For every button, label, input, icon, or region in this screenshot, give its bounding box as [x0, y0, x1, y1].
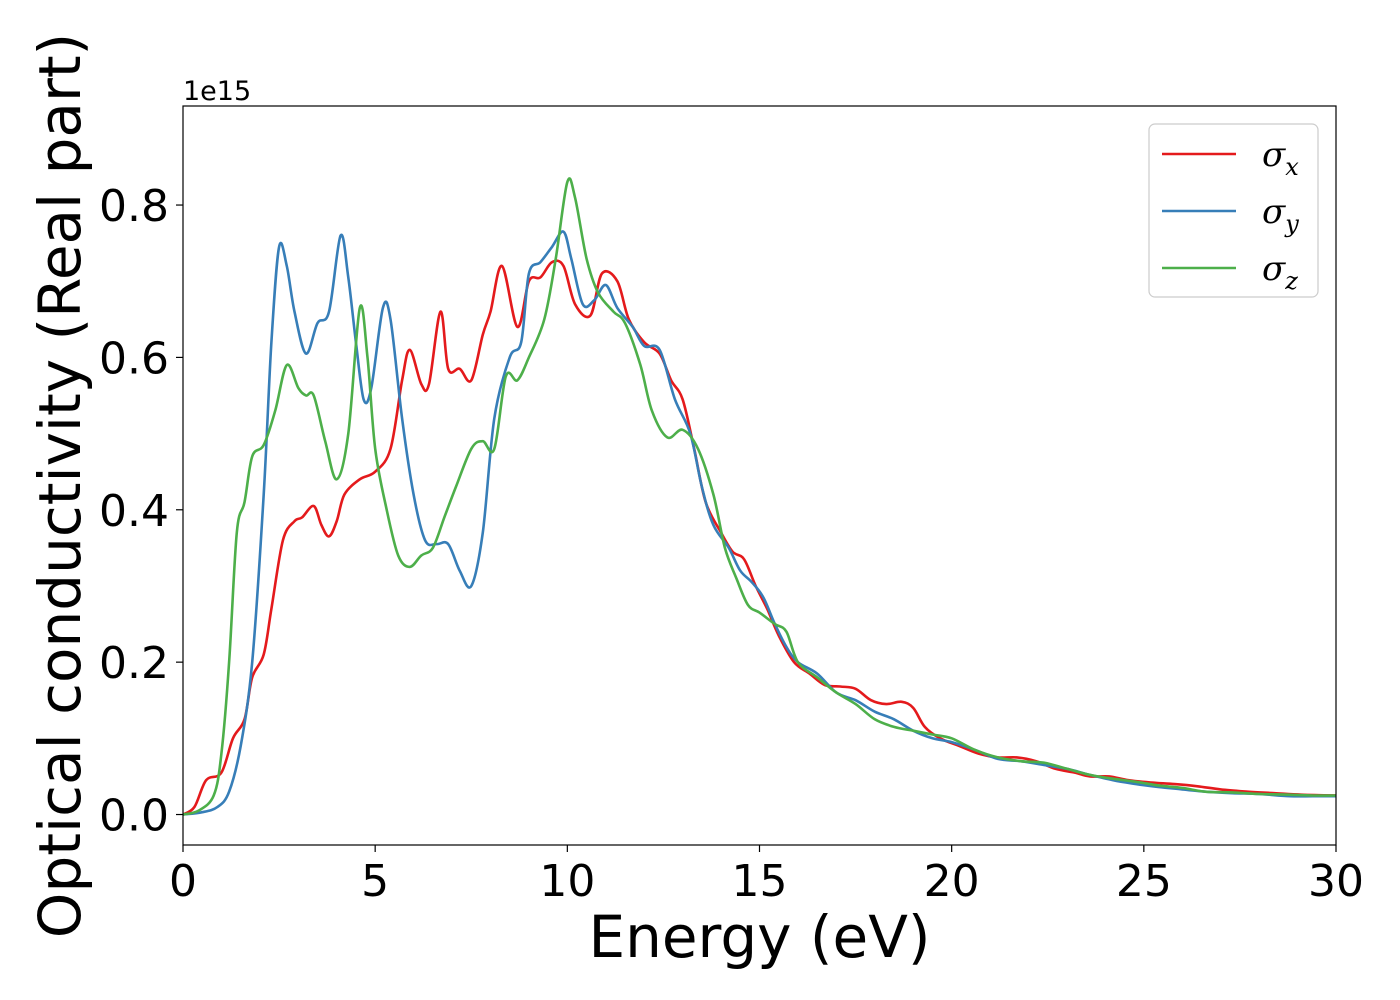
- y-axis-title: Optical conductivity (Real part): [26, 33, 94, 938]
- x-tick-label: 0: [169, 856, 197, 907]
- y-tick-label: 0.2: [99, 638, 169, 689]
- x-axis-title: Energy (eV): [588, 903, 930, 971]
- x-axis: 0 5 10 15 20 25 30: [169, 845, 1364, 907]
- x-tick-label: 30: [1308, 856, 1364, 907]
- y-tick-label: 0.0: [99, 791, 169, 842]
- legend: σx σy σz: [1148, 123, 1319, 298]
- legend-label-x: σx: [1262, 135, 1299, 181]
- x-tick-label: 5: [361, 856, 389, 907]
- x-tick-label: 20: [924, 856, 980, 907]
- y-tick-label: 0.8: [99, 181, 169, 232]
- y-offset-label: 1e15: [183, 76, 251, 107]
- y-tick-label: 0.4: [99, 486, 169, 537]
- legend-label-y: σy: [1262, 192, 1299, 238]
- x-tick-label: 10: [539, 856, 595, 907]
- x-tick-label: 25: [1116, 856, 1172, 907]
- y-axis: 0.0 0.2 0.4 0.6 0.8: [99, 181, 183, 842]
- legend-label-z: σz: [1262, 249, 1298, 295]
- y-tick-label: 0.6: [99, 333, 169, 384]
- series-layer: [183, 177, 1336, 816]
- x-tick-label: 15: [732, 856, 788, 907]
- series-line-z: [183, 177, 1336, 816]
